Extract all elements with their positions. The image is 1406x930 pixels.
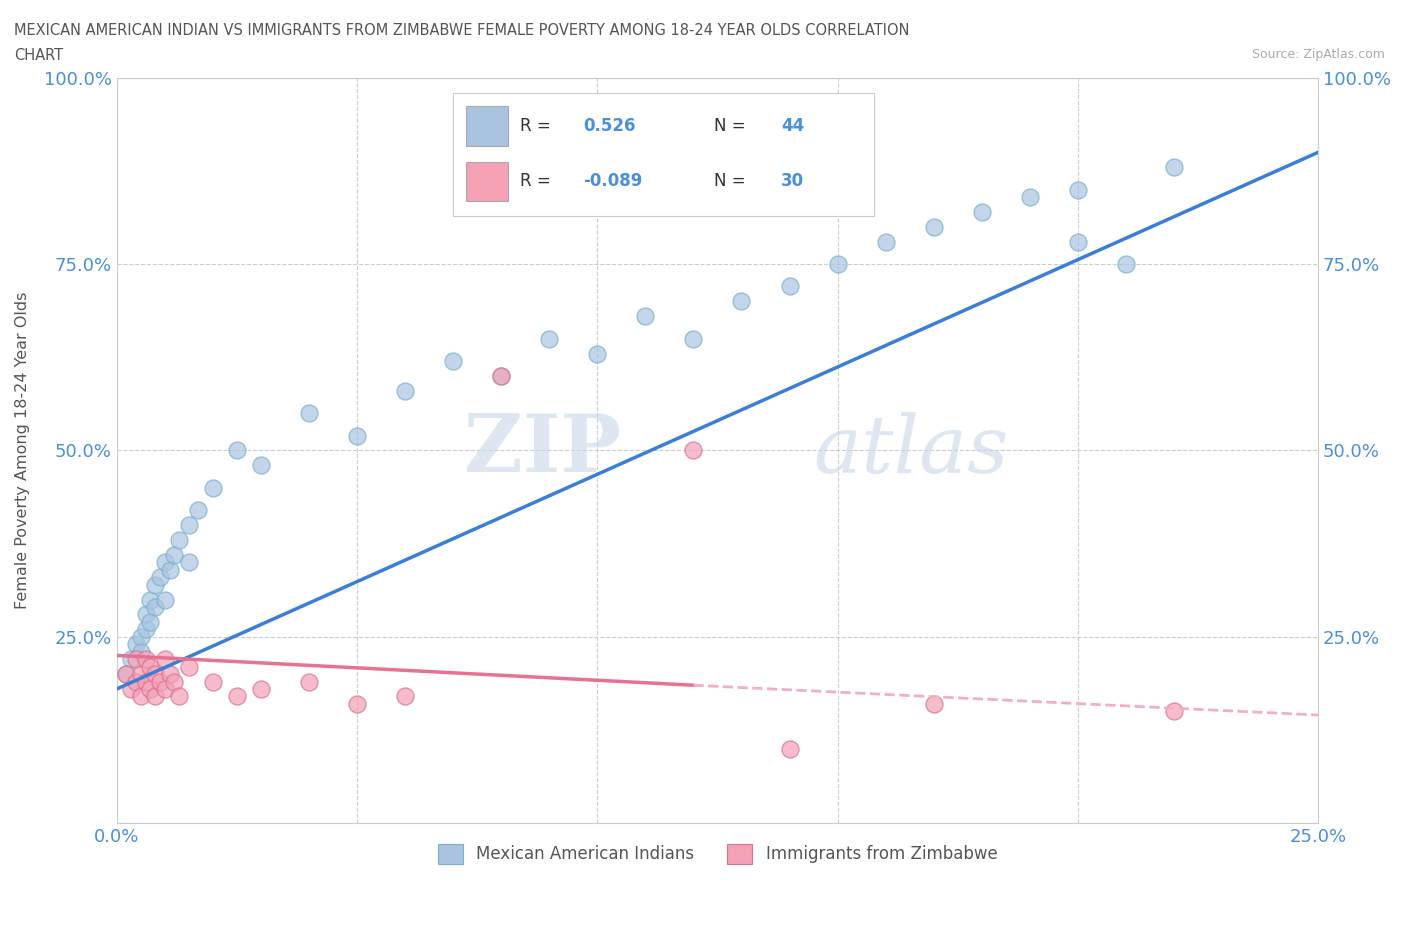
Point [115,667,138,682]
Point [298,674,321,689]
Text: MEXICAN AMERICAN INDIAN VS IMMIGRANTS FROM ZIMBABWE FEMALE POVERTY AMONG 18-24 Y: MEXICAN AMERICAN INDIAN VS IMMIGRANTS FR… [14,23,910,38]
Point [1163,160,1185,175]
Point [225,443,247,458]
Point [394,689,416,704]
Point [779,279,801,294]
Point [139,615,162,630]
Point [135,674,157,689]
Point [586,346,609,361]
Point [177,518,200,533]
Point [120,652,142,667]
Point [1067,182,1090,197]
Legend: Mexican American Indians, Immigrants from Zimbabwe: Mexican American Indians, Immigrants fro… [430,837,1004,870]
Text: ZIP: ZIP [464,411,621,489]
Point [177,659,200,674]
Point [922,697,945,711]
Point [149,674,172,689]
Point [125,637,148,652]
Point [298,405,321,420]
Point [129,644,152,659]
Point [139,682,162,697]
Point [125,652,148,667]
Point [225,689,247,704]
Point [120,682,142,697]
Text: atlas: atlas [814,412,1010,489]
Point [441,353,464,368]
Point [153,652,176,667]
Point [143,600,166,615]
Point [489,368,512,383]
Point [489,368,512,383]
Text: CHART: CHART [14,48,63,63]
Point [1018,190,1040,205]
Point [875,234,897,249]
Point [143,689,166,704]
Point [129,689,152,704]
Point [153,682,176,697]
Point [143,667,166,682]
Point [135,652,157,667]
Point [135,622,157,637]
Point [730,294,752,309]
Point [634,309,657,324]
Y-axis label: Female Poverty Among 18-24 Year Olds: Female Poverty Among 18-24 Year Olds [15,292,30,609]
Point [159,667,181,682]
Point [1067,234,1090,249]
Point [187,502,209,517]
Point [125,674,148,689]
Point [779,182,801,197]
Point [167,533,190,548]
Point [139,592,162,607]
Point [143,578,166,592]
Point [346,428,368,443]
Point [149,570,172,585]
Point [682,443,704,458]
Text: Source: ZipAtlas.com: Source: ZipAtlas.com [1251,48,1385,61]
Point [201,480,224,495]
Point [538,331,561,346]
Point [167,689,190,704]
Point [250,458,273,472]
Point [827,257,849,272]
Point [159,563,181,578]
Point [129,667,152,682]
Point [129,630,152,644]
Point [201,674,224,689]
Point [970,205,993,219]
Point [394,383,416,398]
Point [250,682,273,697]
Point [163,548,186,563]
Point [153,555,176,570]
Point [163,674,186,689]
Point [135,607,157,622]
Point [177,555,200,570]
Point [115,667,138,682]
Point [1163,704,1185,719]
Point [346,697,368,711]
Point [153,592,176,607]
Point [1115,257,1137,272]
Point [682,331,704,346]
Point [139,659,162,674]
Point [779,741,801,756]
Point [922,219,945,234]
